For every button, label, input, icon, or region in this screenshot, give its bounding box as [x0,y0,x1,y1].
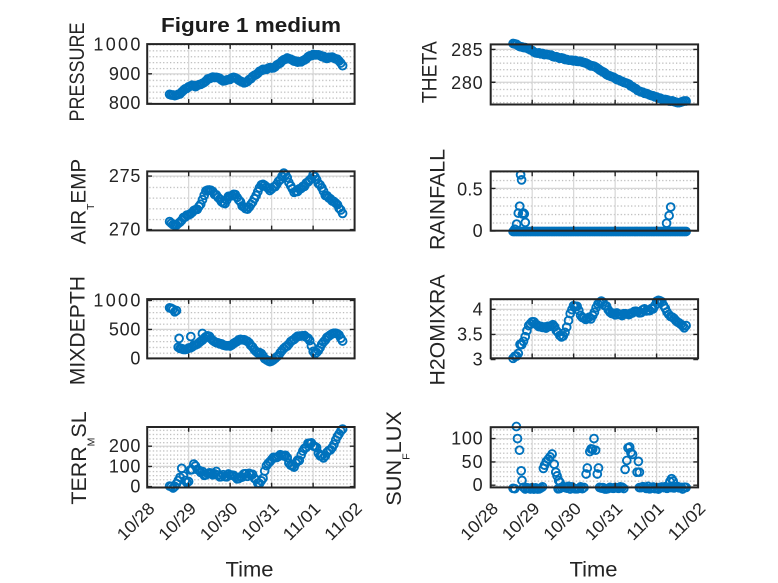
svg-text:270: 270 [109,220,141,240]
svg-text:0: 0 [473,221,483,241]
svg-text:H2OMIXRA: H2OMIXRA [425,274,449,386]
svg-text:PRESSURE: PRESSURE [66,23,90,122]
svg-text:500: 500 [109,319,141,339]
svg-text:0: 0 [473,475,483,495]
svg-text:100: 100 [451,429,483,449]
svg-text:3.5: 3.5 [457,324,483,344]
svg-text:0: 0 [130,348,140,368]
svg-text:275: 275 [109,166,141,186]
svg-text:TERRM​SL: TERRM​SL [67,411,97,504]
svg-text:0: 0 [130,477,140,497]
svg-text:800: 800 [109,93,141,113]
svg-text:RAINFALL: RAINFALL [426,149,450,250]
svg-text:280: 280 [451,73,483,93]
svg-text:100: 100 [109,456,141,476]
svg-text:0.5: 0.5 [457,180,483,200]
svg-text:285: 285 [451,40,483,60]
svg-text:Time: Time [226,558,274,582]
svg-text:SUNF​LUX: SUNF​LUX [382,411,412,506]
svg-text:3: 3 [473,350,483,370]
svg-text:AIRT​EMP: AIRT​EMP [67,159,97,244]
svg-text:50: 50 [462,452,483,472]
svg-text:MIXDEPTH: MIXDEPTH [66,276,89,385]
svg-text:4: 4 [473,299,483,319]
svg-text:THETA: THETA [419,41,442,103]
svg-text:Figure 1 medium: Figure 1 medium [161,15,341,37]
svg-text:200: 200 [109,436,141,456]
svg-text:900: 900 [109,64,141,84]
svg-text:Time: Time [570,558,618,582]
